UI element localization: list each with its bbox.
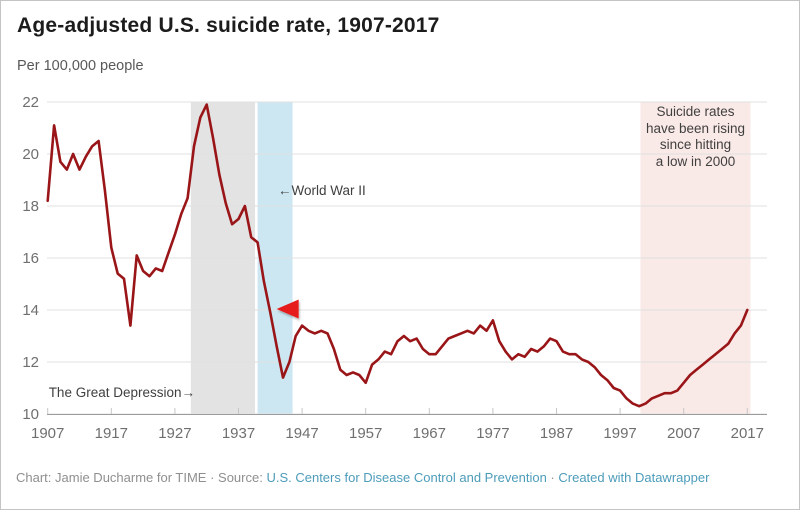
footer: Chart: Jamie Ducharme for TIME · Source:…	[16, 470, 709, 485]
annotation-rising-line2: have been rising	[645, 120, 746, 136]
annotation-rising-line1: Suicide rates	[656, 104, 735, 119]
annotation-great-depression: The Great Depression→	[48, 385, 195, 400]
x-tick-label-2017: 2017	[731, 425, 764, 442]
x-tick-label-1997: 1997	[603, 425, 636, 442]
y-tick-label-12: 12	[22, 354, 39, 371]
x-tick-label-1977: 1977	[476, 425, 509, 442]
suicide-rate-line	[46, 103, 749, 408]
annotation-rising-since-2000: Suicide rates have been rising since hit…	[635, 104, 756, 170]
x-tick-label-2007: 2007	[667, 425, 700, 442]
annotation-world-war-2: ←World War II	[278, 183, 366, 198]
x-tick-label-1957: 1957	[349, 425, 382, 442]
x-tick-label-1967: 1967	[413, 425, 446, 442]
x-tick-label-1947: 1947	[285, 425, 318, 442]
source-link[interactable]: U.S. Centers for Disease Control and Pre…	[266, 470, 547, 485]
datawrapper-link[interactable]: Created with Datawrapper	[558, 470, 710, 485]
x-tick-label-1987: 1987	[540, 425, 573, 442]
annotation-rising-line3: since hitting	[659, 137, 732, 152]
x-tick-label-1917: 1917	[95, 425, 128, 442]
y-tick-label-22: 22	[22, 94, 39, 111]
y-tick-label-18: 18	[22, 198, 39, 215]
page-subtitle: Per 100,000 people	[17, 58, 144, 74]
x-tick-label-1927: 1927	[158, 425, 191, 442]
y-tick-label-14: 14	[22, 302, 39, 319]
y-tick-label-20: 20	[22, 146, 39, 163]
page-title: Age-adjusted U.S. suicide rate, 1907-201…	[17, 14, 440, 37]
trend-arrow-head	[276, 299, 299, 319]
annotation-rising-line4: a low in 2000	[655, 153, 736, 169]
y-tick-label-10: 10	[22, 406, 39, 423]
footer-credit-text: Chart: Jamie Ducharme for TIME · Source:	[16, 470, 267, 485]
x-tick-label-1937: 1937	[222, 425, 255, 442]
footer-separator: ·	[546, 470, 559, 485]
y-tick-label-16: 16	[22, 250, 39, 267]
x-tick-label-1907: 1907	[31, 425, 64, 442]
